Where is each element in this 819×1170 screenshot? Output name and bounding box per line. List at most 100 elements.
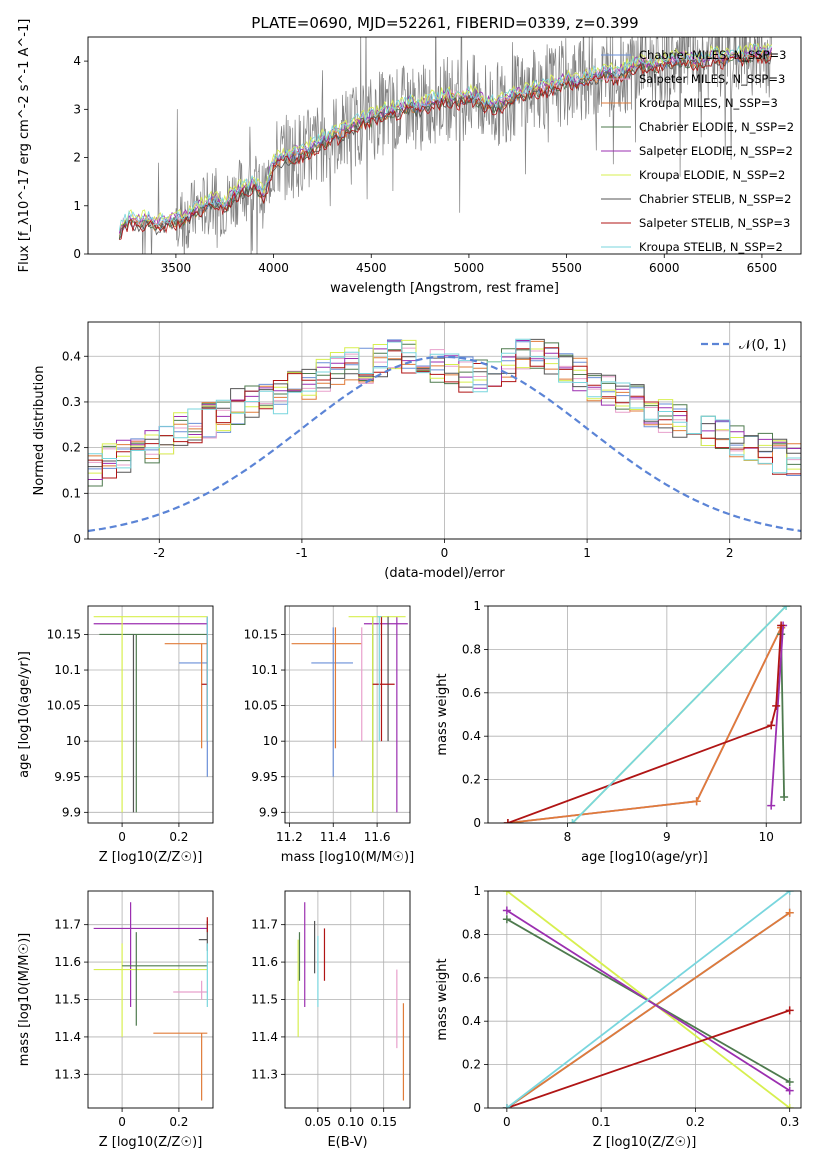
x-tick-label: -1: [296, 546, 308, 560]
y-tick-label: 0.8: [462, 642, 481, 656]
plot-area: [297, 902, 405, 1101]
y-tick-label: 4: [73, 54, 81, 68]
histogram-step: [88, 338, 801, 477]
y-tick-label: 11.6: [54, 955, 81, 969]
plot-area: [291, 616, 408, 813]
y-tick-label: 2: [73, 151, 81, 165]
x-axis-label: Z [log10(Z/Z☉)]: [99, 850, 203, 865]
y-tick-label: 0.2: [462, 1058, 481, 1072]
weight-marker: [780, 792, 789, 801]
weight-marker: [785, 1077, 794, 1086]
axes-frame: [284, 605, 411, 824]
y-tick-label: 0.4: [462, 1014, 481, 1028]
plot-area: [503, 606, 791, 823]
y-tick-label: 0.2: [462, 773, 481, 787]
y-tick-label: 11.3: [54, 1067, 81, 1081]
age-vs-mass-panel: 11.2 11.4 11.6 9.9 9.95 10 10.05 10.1 10.15 mass …: [244, 605, 414, 865]
mass-vs-ebv-panel: 0.05 0.10 0.15 11.3 11.4 11.5 11.6 11.7 E(B-V): [251, 890, 411, 1150]
y-tick-label: 10: [263, 734, 278, 748]
legend-entry: Salpeter ELODIE, N_SSP=2: [639, 144, 793, 158]
y-axis-label: age [log10(age/yr)]: [17, 651, 32, 778]
y-tick-label: 0: [473, 1101, 481, 1115]
axes: 8 9 10 0 0.2 0.4 0.6 0.8 1 age [log10(age/yr)] mas…: [435, 599, 802, 865]
x-axis-label: (data-model)/error: [384, 566, 505, 581]
histogram-step: [88, 339, 801, 474]
y-tick-label: 0: [73, 532, 81, 546]
x-axis-label: age [log10(age/yr)]: [581, 850, 708, 865]
x-tick-label: 9: [663, 830, 671, 844]
x-axis-label: wavelength [Angstrom, rest frame]: [330, 281, 559, 296]
figure-title: PLATE=0690, MJD=52261, FIBERID=0339, z=0…: [251, 14, 638, 32]
weight-marker: [777, 621, 786, 630]
legend-entry: Salpeter MILES, N_SSP=3: [639, 72, 785, 86]
weight-marker: [502, 906, 511, 915]
y-tick-label: 9.95: [54, 770, 81, 784]
x-tick-label: -2: [153, 546, 165, 560]
x-tick-label: 11.2: [276, 830, 303, 844]
x-tick-label: 3500: [161, 261, 192, 275]
x-tick-label: 5500: [551, 261, 582, 275]
grid: [88, 606, 213, 823]
x-tick-label: 11.4: [320, 830, 347, 844]
y-tick-label: 1: [473, 884, 481, 898]
y-tick-label: 10.05: [244, 699, 278, 713]
y-tick-label: 0.6: [462, 686, 481, 700]
axes-frame: [487, 890, 802, 1109]
grid: [488, 890, 801, 1109]
x-axis-label: Z [log10(Z/Z☉)]: [99, 1135, 203, 1150]
x-tick-label: 0.05: [305, 1115, 332, 1129]
x-tick-label: 2: [726, 546, 734, 560]
legend-entry: Salpeter STELIB, N_SSP=3: [639, 216, 790, 230]
x-tick-label: 0.10: [337, 1115, 364, 1129]
weight-line: [770, 625, 784, 806]
x-tick-label: 11.6: [364, 830, 391, 844]
y-tick-label: 10.05: [47, 699, 81, 713]
legend-entry: Kroupa ELODIE, N_SSP=2: [639, 168, 785, 182]
x-tick-label: 0: [118, 830, 126, 844]
x-tick-label: 6500: [747, 261, 778, 275]
grid: [88, 891, 213, 1108]
axes-frame: [87, 321, 802, 540]
axes-frame: [284, 890, 411, 1109]
weight-marker: [503, 819, 512, 823]
legend-entry: Chabrier ELODIE, N_SSP=2: [639, 120, 794, 134]
weight-line: [506, 1009, 790, 1108]
y-tick-label: 9.95: [251, 770, 278, 784]
model-spectrum-line: [118, 43, 772, 231]
x-tick-label: 6000: [649, 261, 680, 275]
weight-vs-age-panel: 8 9 10 0 0.2 0.4 0.6 0.8 1 age [log10(age/yr)] mas…: [435, 599, 802, 865]
axes: -2 -1 0 1 2 0 0.1 0.2 0.3 0.4 (data-model)/error No…: [32, 321, 802, 581]
weight-line: [506, 911, 791, 1108]
weight-marker: [782, 606, 791, 610]
grid: [285, 606, 410, 823]
weight-line: [507, 627, 782, 823]
weight-marker: [785, 908, 794, 917]
model-spectrum-line: [119, 53, 773, 241]
spectrum-panel: 3500 4000 4500 5000 5500 6000 6500 0 1 2 3 4 wavelen…: [17, 19, 802, 296]
y-tick-label: 10.1: [54, 663, 81, 677]
x-axis-label: mass [log10(M/M☉)]: [281, 850, 414, 865]
x-tick-label: 4000: [258, 261, 289, 275]
y-tick-label: 0: [473, 816, 481, 830]
y-axis-label: mass [log10(M/M☉)]: [17, 933, 32, 1066]
y-tick-label: 10: [66, 734, 81, 748]
plot-area: [93, 902, 208, 1101]
histogram-step: [88, 347, 801, 479]
model-spectrum-line: [118, 51, 772, 240]
y-tick-label: 0.6: [462, 971, 481, 985]
x-tick-label: 0.1: [592, 1115, 611, 1129]
y-tick-label: 10.1: [251, 663, 278, 677]
y-tick-label: 9.9: [259, 805, 278, 819]
y-tick-label: 11.5: [54, 993, 81, 1007]
plot-area: [93, 616, 208, 813]
y-tick-label: 0.4: [462, 729, 481, 743]
legend-entry: Chabrier STELIB, N_SSP=2: [639, 192, 791, 206]
age-vs-metallicity-panel: 0 0.2 9.9 9.95 10 10.05 10.1 10.15 Z [log10(Z/Z☉…: [17, 605, 214, 865]
y-tick-label: 3: [73, 102, 81, 116]
x-tick-label: 0.2: [169, 830, 188, 844]
plot-area: [502, 891, 794, 1108]
weight-marker: [772, 701, 781, 710]
axes: 0 0.2 11.3 11.4 11.5 11.6 11.7 Z [log10(Z/Z☉)] m…: [17, 890, 214, 1150]
y-tick-label: 1: [473, 599, 481, 613]
